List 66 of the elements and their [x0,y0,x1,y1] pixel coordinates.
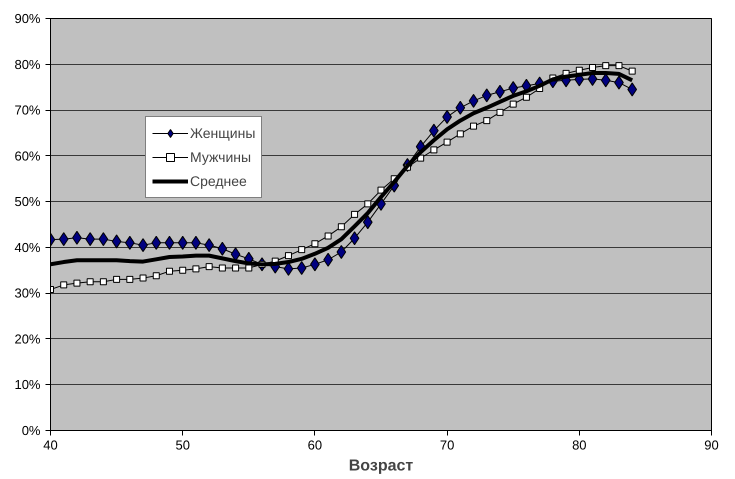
point [600,73,611,88]
x-tick-label: 80 [572,438,587,452]
point [324,232,332,240]
x-tick-label: 50 [175,438,190,452]
y-tick-label: 60% [14,148,41,164]
point [73,280,80,287]
point [522,94,530,101]
point [124,236,135,250]
point [113,276,120,283]
point [126,276,134,283]
point [482,88,492,102]
point [508,81,518,96]
point [152,272,160,280]
point [510,100,517,108]
point [86,278,94,286]
point [628,68,636,75]
point [615,62,622,70]
point [284,252,292,260]
point [576,66,583,74]
point [627,82,638,96]
point [483,117,490,124]
point [362,215,373,230]
x-tick-label: 60 [308,438,322,452]
point [232,264,240,272]
legend-label: Мужчины [190,149,252,165]
y-tick-label: 0% [22,423,41,438]
point [589,64,596,71]
point [296,260,307,275]
point [60,281,68,288]
point [206,263,213,270]
x-tick-label: 40 [43,438,58,452]
y-tick-label: 30% [14,286,41,301]
point [100,278,107,286]
point [430,146,438,154]
point [470,122,478,130]
point [456,130,464,138]
point [378,186,384,194]
point [166,268,173,275]
point [351,210,358,218]
point [364,200,372,208]
point [496,108,504,116]
point [298,246,306,254]
y-tick-label: 20% [14,331,41,346]
y-tick-label: 40% [14,240,41,255]
y-tick-label: 90% [14,11,41,26]
point [602,62,610,70]
point [140,274,147,282]
y-tick-label: 70% [14,102,41,118]
legend-label: Женщины [190,125,256,141]
point [338,223,345,230]
point [444,138,451,146]
point [455,100,466,115]
point [178,236,188,250]
x-tick-label: 70 [440,438,454,452]
point [218,264,226,272]
x-tick-label: 90 [704,438,719,452]
legend-label: Среднее [190,173,247,189]
x-axis-title: Возраст [348,458,414,474]
point [192,265,200,272]
y-tick-label: 10% [14,377,41,392]
y-tick-label: 50% [14,194,41,210]
point [311,240,318,248]
point [151,236,162,250]
point [179,266,186,274]
point [58,232,69,246]
y-tick-label: 80% [14,56,41,72]
